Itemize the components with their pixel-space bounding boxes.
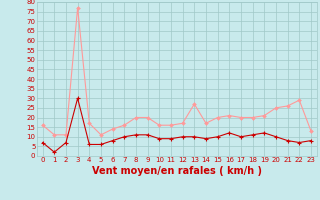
X-axis label: Vent moyen/en rafales ( km/h ): Vent moyen/en rafales ( km/h )	[92, 166, 262, 176]
